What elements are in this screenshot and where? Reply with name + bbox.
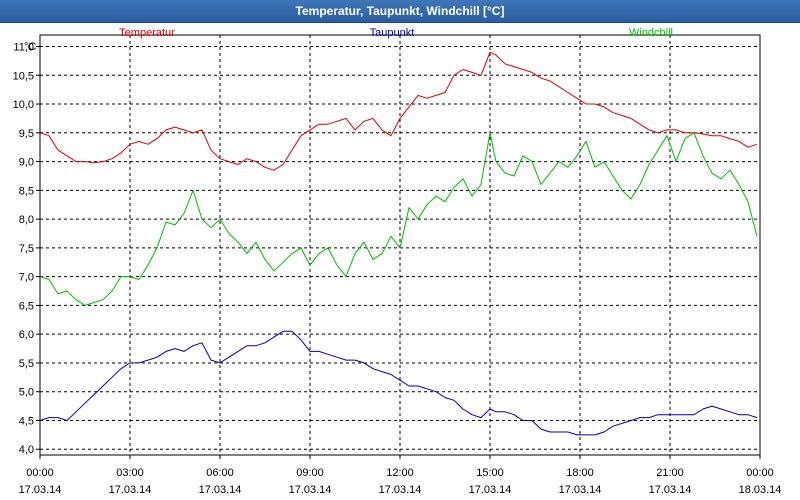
x-tick-time-label: 18:00 [566,467,594,479]
x-tick-time-label: 21:00 [656,467,684,479]
y-tick-label: 8,0 [19,214,34,226]
x-tick-date-label: 17.03.14 [199,484,242,496]
y-tick-label: 6,0 [19,329,34,341]
x-tick-time-label: 03:00 [116,467,144,479]
y-tick-label: 10,5 [13,70,34,82]
legend-label-temperatur: Temperatur [119,27,175,39]
y-tick-label: 9,5 [19,128,34,140]
y-tick-label: 4,5 [19,415,34,427]
chart-window-title: Temperatur, Taupunkt, Windchill [°C] [0,0,800,23]
x-tick-time-label: 06:00 [206,467,234,479]
x-tick-time-label: 15:00 [476,467,504,479]
x-tick-date-label: 17.03.14 [379,484,422,496]
x-tick-date-label: 17.03.14 [649,484,692,496]
x-tick-time-label: 00:00 [746,467,774,479]
x-tick-date-label: 18.03.14 [739,484,782,496]
x-tick-date-label: 17.03.14 [559,484,602,496]
y-tick-label: 9,0 [19,157,34,169]
y-tick-label: 11,0 [13,42,34,54]
x-tick-date-label: 17.03.14 [19,484,62,496]
x-tick-time-label: 09:00 [296,467,324,479]
y-tick-label: 5,0 [19,387,34,399]
series-line-taupunkt [39,330,758,436]
x-tick-time-label: 00:00 [26,467,54,479]
y-tick-label: 6,5 [19,300,34,312]
y-tick-label: 7,5 [19,243,34,255]
y-tick-label: 4,0 [19,444,34,456]
x-axis: 00:00 17.03.14 03:00 17.03.14 06:00 17.03.14 0… [19,455,782,496]
series-lines [39,51,758,436]
legend-label-windchill: Windchill [629,27,673,39]
legend: Temperatur Taupunkt Windchill [119,27,673,39]
y-tick-label: 8,5 [19,185,34,197]
x-tick-time-label: 12:00 [386,467,414,479]
x-tick-date-label: 17.03.14 [469,484,512,496]
legend-label-taupunkt: Taupunkt [370,27,415,39]
series-line-windchill [39,132,758,306]
grid-lines [39,35,761,455]
y-axis-unit: °C [24,41,36,53]
x-tick-date-label: 17.03.14 [289,484,332,496]
y-axis: 4,0 4,5 5,0 5,5 6,0 6,5 7,0 7,5 8,0 8,5 9,0 9,5 10,0… [13,42,40,456]
y-tick-label: 5,5 [19,358,34,370]
series-line-temperatur [39,51,758,171]
y-tick-label: 10,0 [13,99,34,111]
y-tick-label: 7,0 [19,272,34,284]
x-tick-date-label: 17.03.14 [109,484,152,496]
line-chart: 4,0 4,5 5,0 5,5 6,0 6,5 7,0 7,5 8,0 8,5 9,0 9,5 10,0… [13,27,782,496]
